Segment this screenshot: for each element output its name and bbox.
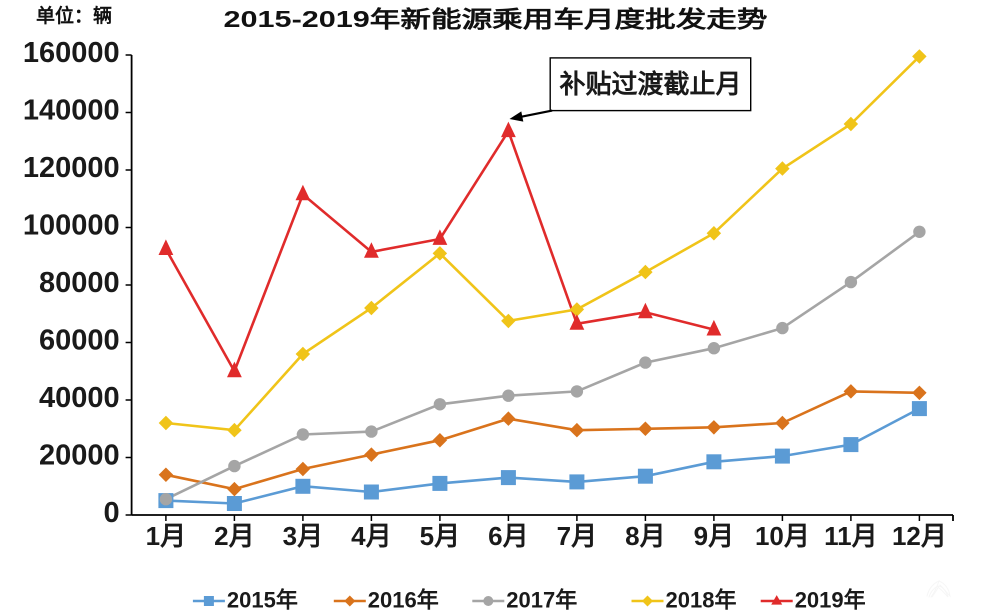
svg-text:40000: 40000 [39, 382, 120, 414]
svg-text:10月: 10月 [755, 521, 810, 551]
svg-text:2019年: 2019年 [795, 588, 866, 610]
svg-text:12月: 12月 [892, 521, 947, 551]
svg-text:20000: 20000 [39, 440, 120, 472]
svg-text:60000: 60000 [39, 325, 120, 357]
svg-text:2018年: 2018年 [666, 588, 737, 610]
svg-text:2015年: 2015年 [227, 588, 298, 610]
svg-text:7月: 7月 [557, 521, 597, 551]
svg-text:补贴过渡截止月: 补贴过渡截止月 [559, 69, 741, 99]
svg-text:2016年: 2016年 [368, 588, 439, 610]
svg-text:6月: 6月 [488, 521, 528, 551]
svg-text:4月: 4月 [351, 521, 391, 551]
svg-text:11月: 11月 [824, 521, 878, 551]
svg-text:9月: 9月 [694, 521, 734, 551]
svg-text:1月: 1月 [146, 521, 186, 551]
svg-text:2月: 2月 [214, 521, 254, 551]
svg-text:100000: 100000 [23, 210, 120, 242]
svg-text:8月: 8月 [625, 521, 665, 551]
svg-text:120000: 120000 [23, 152, 120, 184]
svg-text:3月: 3月 [283, 521, 323, 551]
svg-text:0: 0 [103, 497, 119, 529]
svg-text:160000: 160000 [23, 37, 120, 69]
svg-text:2017年: 2017年 [506, 588, 577, 610]
svg-text:5月: 5月 [420, 521, 460, 551]
svg-text:140000: 140000 [23, 95, 120, 127]
svg-text:80000: 80000 [39, 267, 120, 299]
